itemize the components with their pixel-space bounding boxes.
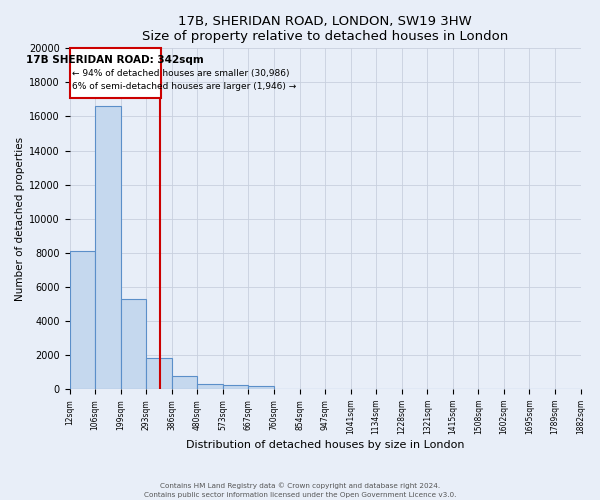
X-axis label: Distribution of detached houses by size in London: Distribution of detached houses by size … [186,440,464,450]
Bar [121,299,146,389]
Title: 17B, SHERIDAN ROAD, LONDON, SW19 3HW
Size of property relative to detached house: 17B, SHERIDAN ROAD, LONDON, SW19 3HW Siz… [142,15,508,43]
Text: ← 94% of detached houses are smaller (30,986): ← 94% of detached houses are smaller (30… [71,69,289,78]
Bar [172,376,197,389]
Bar [146,358,172,389]
Y-axis label: Number of detached properties: Number of detached properties [15,136,25,301]
Bar [197,384,223,389]
Text: 6% of semi-detached houses are larger (1,946) →: 6% of semi-detached houses are larger (1… [71,82,296,92]
Bar [95,106,121,389]
Bar [248,386,274,389]
Bar [70,251,95,389]
FancyBboxPatch shape [70,48,161,98]
Text: Contains HM Land Registry data © Crown copyright and database right 2024.
Contai: Contains HM Land Registry data © Crown c… [144,482,456,498]
Bar [223,386,248,389]
Text: 17B SHERIDAN ROAD: 342sqm: 17B SHERIDAN ROAD: 342sqm [26,55,204,65]
